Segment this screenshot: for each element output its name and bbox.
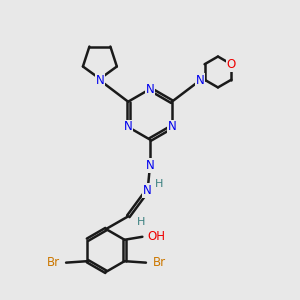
Text: N: N bbox=[146, 82, 154, 96]
Text: N: N bbox=[95, 74, 104, 87]
Text: N: N bbox=[146, 159, 154, 172]
Text: H: H bbox=[155, 179, 163, 189]
Text: N: N bbox=[167, 121, 176, 134]
Text: O: O bbox=[227, 58, 236, 71]
Text: N: N bbox=[196, 74, 205, 87]
Text: OH: OH bbox=[148, 230, 166, 243]
Text: Br: Br bbox=[152, 256, 166, 269]
Text: N: N bbox=[196, 74, 205, 87]
Text: N: N bbox=[143, 184, 152, 196]
Text: N: N bbox=[124, 121, 133, 134]
Text: H: H bbox=[136, 217, 145, 226]
Text: Br: Br bbox=[46, 256, 59, 269]
